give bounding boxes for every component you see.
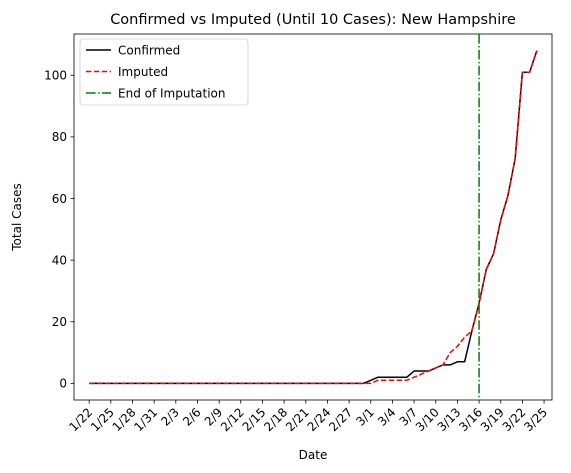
x-tick-label: 1/25 [88, 405, 117, 434]
y-tick-label: 0 [59, 377, 67, 391]
y-tick-label: 40 [52, 253, 67, 267]
plot-frame [73, 33, 553, 401]
y-axis-label: Total Cases [10, 183, 24, 251]
x-tick-label: 2/6 [180, 405, 204, 429]
y-tick-label: 100 [44, 69, 67, 83]
x-tick-label: 2/21 [283, 405, 312, 434]
x-tick-label: 2/12 [218, 405, 247, 434]
y-tick-label: 20 [52, 315, 67, 329]
x-axis-label: Date [299, 448, 328, 462]
x-tick-label: 2/18 [261, 405, 290, 434]
x-tick-label: 2/24 [305, 405, 334, 434]
legend-label: End of Imputation [118, 86, 226, 100]
x-tick-label: 3/22 [500, 405, 529, 434]
x-tick-label: 3/1 [353, 405, 377, 429]
x-tick-label: 1/28 [110, 405, 139, 434]
series-line-imputed [89, 50, 538, 385]
legend: Confirmed Imputed End of Imputation [79, 38, 249, 106]
series-layer [89, 50, 538, 385]
legend-label: Imputed [118, 65, 168, 79]
x-tick-label: 2/3 [158, 405, 182, 429]
y-axis: 0 20 40 60 80 100 [44, 69, 74, 391]
x-tick-label: 1/22 [66, 405, 95, 434]
legend-box [79, 38, 249, 106]
x-tick-label: 1/31 [131, 405, 160, 434]
y-tick-label: 80 [52, 130, 67, 144]
y-tick-label: 60 [52, 192, 67, 206]
x-tick-label: 3/19 [478, 405, 507, 434]
x-tick-label: 3/10 [413, 405, 442, 434]
legend-label: Confirmed [118, 43, 180, 57]
x-tick-label: 2/15 [240, 405, 269, 434]
x-tick-label: 3/4 [375, 405, 399, 429]
x-tick-label: 2/27 [326, 405, 355, 434]
x-tick-label: 3/25 [521, 405, 550, 434]
x-tick-label: 3/13 [435, 405, 464, 434]
chart-title: Confirmed vs Imputed (Until 10 Cases): N… [110, 12, 516, 28]
x-tick-label: 3/16 [456, 405, 485, 434]
x-axis: 1/221/251/281/312/32/62/92/122/152/182/2… [66, 400, 550, 434]
